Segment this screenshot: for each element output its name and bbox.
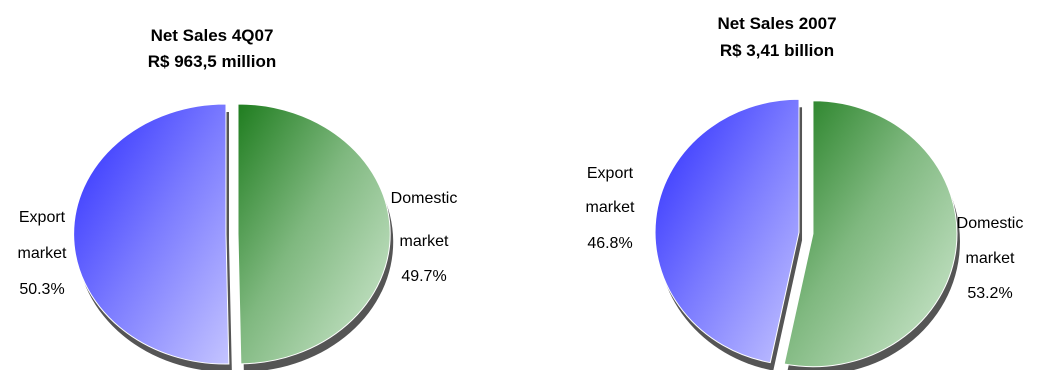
chart-1-slice-domestic-label-line1: Domestic xyxy=(391,190,458,207)
chart-2-slice-export xyxy=(654,98,800,364)
chart-1-subtitle: R$ 963,5 million xyxy=(148,52,277,71)
chart-2-slice-domestic-value: 53.2% xyxy=(967,285,1012,302)
chart-2-slice-domestic-label-line1: Domestic xyxy=(957,215,1024,232)
chart-1-slice-domestic xyxy=(237,103,391,365)
chart-2-slice-export-label-line2: market xyxy=(586,199,635,216)
chart-2-pie xyxy=(654,98,960,370)
chart-2-slice-domestic-label-line2: market xyxy=(966,250,1015,267)
chart-2-subtitle: R$ 3,41 billion xyxy=(720,41,834,60)
chart-2-slice-export-value: 46.8% xyxy=(587,235,632,252)
chart-1-slice-export xyxy=(73,103,230,365)
chart-2: Net Sales 2007 R$ 3,41 billion Domestic … xyxy=(586,14,1024,370)
chart-2-slice-domestic xyxy=(783,100,958,368)
chart-1-slice-export-label-line1: Export xyxy=(19,209,66,226)
chart-1-slice-export-value: 50.3% xyxy=(19,281,64,298)
chart-1-pie xyxy=(73,103,394,370)
chart-1-slice-export-label-line2: market xyxy=(18,245,67,262)
chart-1-slice-domestic-label-line2: market xyxy=(400,233,449,250)
chart-1: Net Sales 4Q07 R$ 963,5 million Domestic… xyxy=(18,26,458,370)
chart-2-slice-export-label-line1: Export xyxy=(587,165,634,182)
chart-2-title: Net Sales 2007 xyxy=(717,14,836,33)
chart-1-slice-domestic-value: 49.7% xyxy=(401,268,446,285)
chart-1-title: Net Sales 4Q07 xyxy=(151,26,274,45)
